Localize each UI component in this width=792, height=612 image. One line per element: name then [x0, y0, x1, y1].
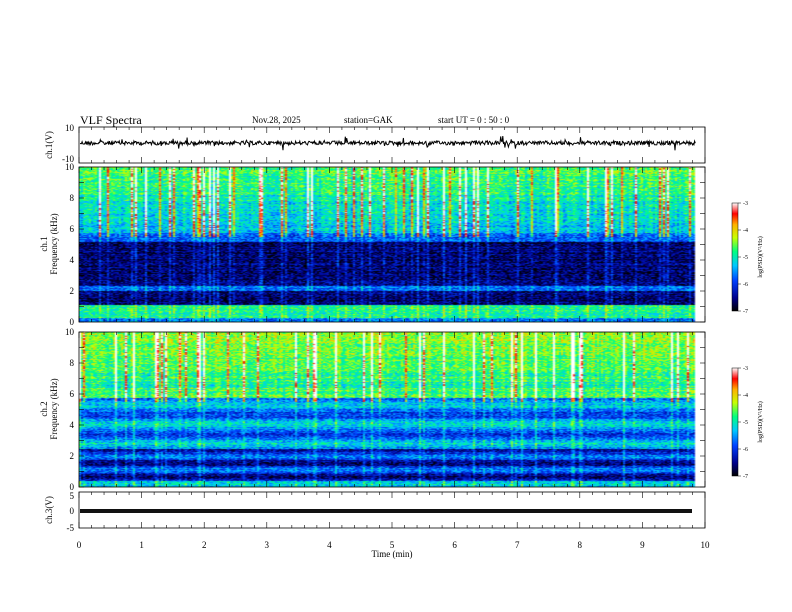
x-tick-label: 0 — [77, 540, 82, 550]
x-tick-label: 6 — [452, 540, 457, 550]
colorbar-tick-label: -3 — [743, 201, 748, 207]
y-tick-label: 8 — [70, 358, 75, 368]
ch1-ytick-top: 10 — [65, 123, 75, 133]
colorbar-ch2-label: log(PSD)(V²/Hz) — [757, 401, 764, 442]
y-tick-label: 0 — [70, 317, 75, 327]
colorbar-tick-label: -7 — [743, 309, 748, 315]
ch3-ytick-bottom: -5 — [67, 523, 75, 533]
x-tick-label: 10 — [701, 540, 711, 550]
y-tick-label: 8 — [70, 193, 75, 203]
date-label: Nov.28, 2025 — [252, 115, 301, 125]
y-tick-label: 10 — [65, 327, 75, 337]
x-tick-label: 1 — [139, 540, 144, 550]
colorbar-tick-label: -6 — [743, 447, 748, 453]
figure-title: VLF Spectra — [80, 113, 142, 127]
y-tick-label: 2 — [70, 286, 75, 296]
colorbar-tick-label: -4 — [743, 393, 748, 399]
x-axis-label: Time (min) — [372, 549, 413, 559]
x-tick-label: 5 — [390, 540, 395, 550]
ch1-ylabel: ch.1(V) — [44, 131, 54, 159]
y-tick-label: 6 — [70, 389, 75, 399]
y-tick-label: 6 — [70, 224, 75, 234]
spec2-ylabel-channel: ch.2 — [39, 401, 49, 416]
colorbar-ch1-label: log(PSD)(V²/Hz) — [757, 236, 764, 277]
colorbar-ch2 — [731, 367, 739, 477]
y-tick-label: 4 — [70, 255, 75, 265]
colorbar-ch1 — [731, 202, 739, 312]
spec2-ylabel-frequency: Frequency (kHz) — [49, 378, 59, 439]
spectrogram-ch1-image — [79, 167, 705, 322]
ch1-ytick-bottom: -10 — [62, 154, 74, 164]
colorbar-tick-label: -7 — [743, 474, 748, 480]
x-tick-label: 7 — [515, 540, 520, 550]
waveform-ch3-panel: 5 0 -5 ch.3(V) — [44, 491, 706, 533]
waveform-ch1-panel: 10 -10 ch.1(V) — [44, 123, 706, 164]
x-tick-label: 3 — [265, 540, 270, 550]
waveform-ch3-trace — [80, 509, 692, 513]
colorbar-tick-label: -4 — [743, 228, 748, 234]
spectrogram-ch2-image — [79, 332, 705, 487]
ch3-ytick-mid: 0 — [70, 506, 75, 516]
ch3-ytick-top: 5 — [70, 491, 75, 501]
y-tick-label: 10 — [65, 162, 75, 172]
waveform-ch1-trace — [79, 136, 696, 151]
colorbar-tick-label: -5 — [743, 255, 748, 261]
x-tick-label: 8 — [578, 540, 583, 550]
y-tick-label: 0 — [70, 482, 75, 492]
spec1-ylabel-channel: ch.1 — [39, 236, 49, 251]
x-tick-label: 4 — [327, 540, 332, 550]
x-tick-label: 9 — [640, 540, 645, 550]
start-time-label: start UT = 0 : 50 : 0 — [438, 115, 510, 125]
colorbar-tick-label: -6 — [743, 282, 748, 288]
y-tick-label: 2 — [70, 451, 75, 461]
y-tick-label: 4 — [70, 420, 75, 430]
station-label: station=GAK — [344, 115, 393, 125]
colorbar-tick-label: -5 — [743, 420, 748, 426]
spec1-ylabel-frequency: Frequency (kHz) — [49, 213, 59, 274]
x-tick-label: 2 — [202, 540, 207, 550]
colorbar-tick-label: -3 — [743, 366, 748, 372]
ch3-ylabel: ch.3(V) — [44, 496, 54, 524]
